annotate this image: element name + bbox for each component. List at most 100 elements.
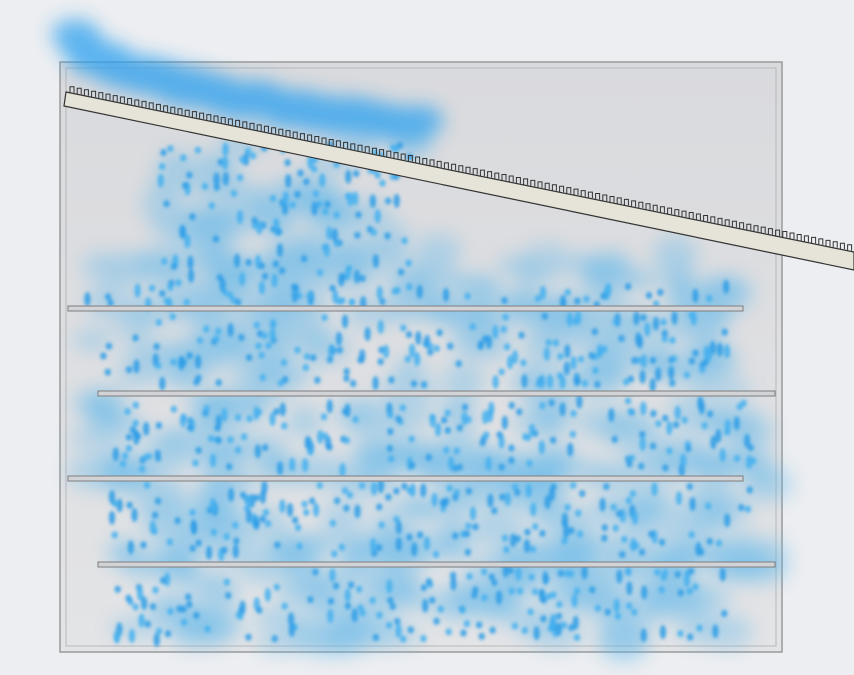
particle xyxy=(232,522,238,529)
particle xyxy=(658,586,664,593)
particle xyxy=(491,507,497,514)
particle xyxy=(310,354,316,361)
particle xyxy=(649,378,655,392)
particle xyxy=(427,342,433,349)
particle xyxy=(227,323,233,337)
particle xyxy=(191,519,197,533)
particle xyxy=(357,604,363,611)
particle xyxy=(745,506,751,513)
particle xyxy=(344,437,350,444)
particle xyxy=(616,570,622,584)
particle xyxy=(187,424,193,431)
particle xyxy=(470,506,476,520)
particle xyxy=(746,455,752,469)
particle xyxy=(457,464,463,471)
particle xyxy=(601,534,607,541)
particle xyxy=(715,429,721,443)
shelf xyxy=(68,306,743,311)
particle xyxy=(152,586,158,593)
simulation-scene xyxy=(0,0,854,675)
particle xyxy=(720,567,726,581)
particle xyxy=(640,314,646,321)
particle xyxy=(370,538,376,552)
particle xyxy=(211,529,217,536)
particle xyxy=(425,454,431,461)
particle xyxy=(241,433,247,440)
particle xyxy=(459,606,465,613)
particle xyxy=(153,343,159,350)
particle xyxy=(489,627,495,634)
particle xyxy=(527,608,533,615)
particle xyxy=(611,504,617,511)
particle xyxy=(540,286,546,300)
particle xyxy=(421,584,427,591)
particle xyxy=(501,326,507,333)
particle xyxy=(327,609,333,623)
particle xyxy=(161,258,167,265)
particle xyxy=(238,334,244,341)
particle xyxy=(400,404,406,411)
particle xyxy=(550,437,556,444)
particle xyxy=(203,325,209,332)
particle xyxy=(575,510,581,517)
particle xyxy=(533,626,539,640)
particle xyxy=(133,359,139,373)
particle xyxy=(189,213,195,220)
particle xyxy=(387,411,393,418)
particle xyxy=(539,440,545,454)
particle xyxy=(317,482,323,489)
particle xyxy=(345,193,351,200)
particle xyxy=(356,586,362,593)
particle xyxy=(688,568,694,575)
particle xyxy=(105,369,111,376)
particle xyxy=(522,627,528,634)
particle xyxy=(395,415,401,422)
particle xyxy=(557,372,563,379)
particle xyxy=(421,381,427,388)
particle xyxy=(547,374,553,388)
particle xyxy=(539,530,545,537)
particle xyxy=(213,335,219,342)
particle xyxy=(680,454,686,468)
particle xyxy=(332,290,338,304)
particle xyxy=(183,299,189,306)
particle xyxy=(574,297,580,304)
particle xyxy=(565,289,571,296)
particle xyxy=(387,428,393,435)
particle xyxy=(464,530,470,537)
particle xyxy=(576,395,582,409)
particle xyxy=(112,531,118,538)
particle xyxy=(125,595,131,602)
particle xyxy=(530,546,536,553)
particle xyxy=(171,406,177,413)
particle xyxy=(469,323,475,330)
particle xyxy=(408,435,414,442)
particle xyxy=(188,269,194,283)
particle xyxy=(476,621,482,628)
particle xyxy=(270,319,276,326)
particle xyxy=(134,284,140,298)
particle xyxy=(280,402,286,416)
particle xyxy=(406,487,412,494)
particle xyxy=(592,328,598,335)
particle xyxy=(545,593,551,600)
particle xyxy=(289,458,295,472)
particle xyxy=(687,633,693,640)
particle xyxy=(386,580,392,594)
particle xyxy=(445,427,451,434)
particle xyxy=(411,542,417,556)
particle xyxy=(144,482,150,489)
particle xyxy=(561,537,567,544)
haze-blob xyxy=(266,239,305,272)
particle xyxy=(319,173,325,187)
particle xyxy=(597,344,603,358)
particle xyxy=(170,358,176,365)
particle xyxy=(485,457,491,471)
particle xyxy=(619,551,625,558)
haze-blob xyxy=(141,185,182,224)
particle xyxy=(747,444,753,451)
particle xyxy=(317,269,323,276)
particle xyxy=(471,591,477,598)
particle xyxy=(578,356,584,363)
particle xyxy=(556,601,562,608)
